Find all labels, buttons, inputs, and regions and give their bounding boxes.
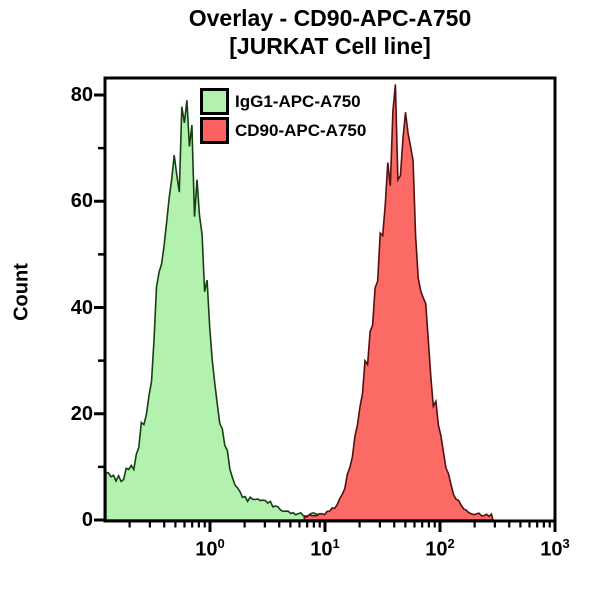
legend-label-igg1: IgG1-APC-A750	[235, 91, 361, 111]
histogram-cd90-apc-a750	[303, 84, 494, 521]
y-axis-tick-label: 40	[70, 296, 93, 319]
chart-title: Overlay - CD90-APC-A750 [JURKAT Cell lin…	[105, 4, 555, 60]
y-axis-tick-label: 60	[70, 190, 93, 213]
histogram-igg1-apc-a750	[105, 100, 330, 521]
y-axis-tick-label: 0	[81, 509, 93, 531]
legend-swatch-igg1	[200, 88, 229, 115]
x-axis-tick-label: 102	[425, 536, 455, 561]
y-axis-tick-label: 20	[70, 402, 93, 425]
y-axis-label: Count	[10, 263, 33, 321]
legend-label-cd90: CD90-APC-A750	[235, 120, 367, 140]
legend: IgG1-APC-A750 CD90-APC-A750	[200, 88, 366, 146]
plot-frame	[103, 76, 557, 523]
x-axis-tick-label: 101	[310, 536, 340, 561]
legend-item-igg1: IgG1-APC-A750	[200, 88, 366, 115]
chart-title-line1: Overlay - CD90-APC-A750	[188, 5, 472, 31]
y-axis-tick-label: 80	[70, 84, 93, 106]
legend-item-cd90: CD90-APC-A750	[200, 117, 366, 144]
legend-swatch-cd90	[200, 117, 229, 144]
x-axis-tick-label: 100	[195, 536, 225, 561]
x-axis-tick-label: 103	[540, 536, 570, 561]
chart-title-line2: [JURKAT Cell line]	[229, 33, 431, 59]
